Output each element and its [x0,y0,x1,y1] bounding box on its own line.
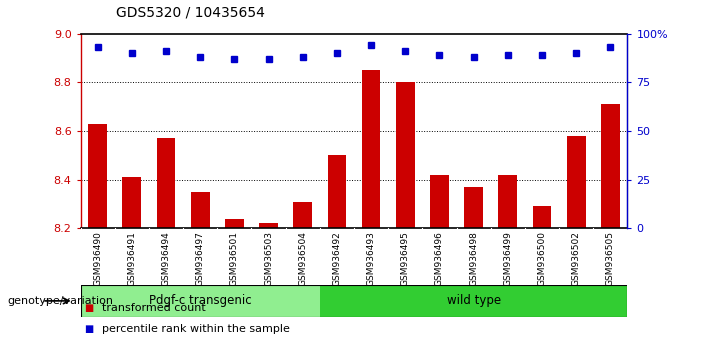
Text: GSM936503: GSM936503 [264,231,273,286]
Bar [327,155,346,228]
Text: GSM936497: GSM936497 [196,231,205,286]
Text: GSM936492: GSM936492 [332,231,341,286]
Text: GSM936491: GSM936491 [128,231,137,286]
Bar [396,82,415,228]
Text: GSM936498: GSM936498 [469,231,478,286]
Bar [88,124,107,228]
Text: percentile rank within the sample: percentile rank within the sample [102,324,290,334]
Text: GSM936500: GSM936500 [538,231,547,286]
Text: wild type: wild type [447,295,501,307]
Text: GSM936493: GSM936493 [367,231,376,286]
Bar [293,201,312,228]
Text: ■: ■ [84,303,93,313]
Text: GSM936504: GSM936504 [298,231,307,286]
Bar [533,206,552,228]
Text: ■: ■ [84,324,93,334]
Text: GSM936505: GSM936505 [606,231,615,286]
Text: genotype/variation: genotype/variation [7,296,113,306]
Bar [191,192,210,228]
Text: GSM936501: GSM936501 [230,231,239,286]
Bar [566,136,585,228]
Bar [601,104,620,228]
Text: GSM936502: GSM936502 [571,231,580,286]
Text: GSM936490: GSM936490 [93,231,102,286]
Bar [430,175,449,228]
Bar [498,175,517,228]
Text: transformed count: transformed count [102,303,205,313]
Text: GSM936499: GSM936499 [503,231,512,286]
FancyBboxPatch shape [320,285,627,317]
Bar [225,218,244,228]
Bar [156,138,175,228]
Bar [362,70,381,228]
Bar [123,177,142,228]
Text: GDS5320 / 10435654: GDS5320 / 10435654 [116,5,264,19]
Bar [464,187,483,228]
FancyBboxPatch shape [81,285,320,317]
Text: GSM936496: GSM936496 [435,231,444,286]
Text: Pdgf-c transgenic: Pdgf-c transgenic [149,295,252,307]
Bar [259,223,278,228]
Text: GSM936494: GSM936494 [161,231,170,286]
Text: GSM936495: GSM936495 [401,231,410,286]
